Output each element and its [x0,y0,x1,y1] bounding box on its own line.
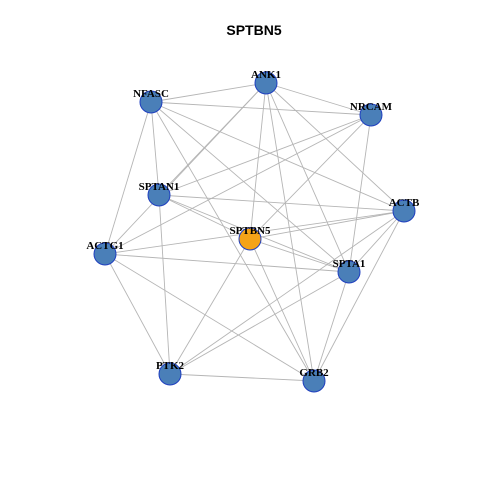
edge-sptbn5-ptk2 [169,238,251,375]
edge-actb-grb2 [313,210,405,382]
edge-nfasc-grb2 [150,101,315,382]
edge-sptan1-sptbn5 [158,194,251,240]
edge-spta1-grb2 [313,271,350,382]
node-label-nrcam: NRCAM [350,101,393,113]
node-label-sptbn5: SPTBN5 [230,225,271,237]
graph-title: SPTBN5 [226,22,281,38]
edge-sptan1-actb [158,194,405,212]
edge-actb-ptk2 [169,210,405,375]
edge-layer [104,82,405,382]
edge-actb-sptbn5 [249,210,405,240]
node-layer [93,71,416,393]
edge-ank1-nrcam [265,82,372,116]
node-actg1 [93,242,117,266]
edge-actg1-ptk2 [104,253,171,375]
node-label-ank1: ANK1 [251,69,281,81]
edge-sptan1-ptk2 [158,194,171,375]
node-label-spta1: SPTA1 [333,258,366,270]
node-ptk2 [158,362,182,386]
node-sptan1 [147,183,171,207]
node-nfasc [139,90,163,114]
edge-nfasc-spta1 [150,101,350,273]
node-label-grb2: GRB2 [299,367,329,379]
node-actb [392,199,416,223]
node-nrcam [359,103,383,127]
edge-ank1-sptbn5 [249,82,267,240]
edge-nrcam-sptan1 [158,114,372,196]
node-label-sptan1: SPTAN1 [139,181,180,193]
node-label-ptk2: PTK2 [156,360,185,372]
node-grb2 [302,369,326,393]
edge-ank1-spta1 [265,82,350,273]
node-label-nfasc: NFASC [133,88,169,100]
edge-sptbn5-spta1 [249,238,350,273]
node-sptbn5 [238,227,262,251]
edge-actg1-grb2 [104,253,315,382]
node-label-actg1: ACTG1 [86,240,123,252]
node-spta1 [337,260,361,284]
edge-actg1-spta1 [104,253,350,273]
node-label-actb: ACTB [389,197,420,209]
edge-ank1-actg1 [104,82,267,255]
edge-spta1-ptk2 [169,271,350,375]
edge-nrcam-spta1 [348,114,372,273]
edge-nfasc-ank1 [150,82,267,103]
edge-ptk2-grb2 [169,373,315,382]
edge-nrcam-actg1 [104,114,372,255]
edge-nfasc-actg1 [104,101,152,255]
node-ank1 [254,71,278,95]
label-layer: ANK1 NFASC NRCAM SPTAN1 ACTB SPTBN5 ACTG1 SPTA1… [86,69,420,379]
edge-actb-spta1 [348,210,405,273]
edge-nrcam-sptbn5 [249,114,372,240]
edge-ank1-actb [265,82,405,212]
edge-nfasc-nrcam [150,101,372,116]
edge-nfasc-sptan1 [150,101,160,196]
